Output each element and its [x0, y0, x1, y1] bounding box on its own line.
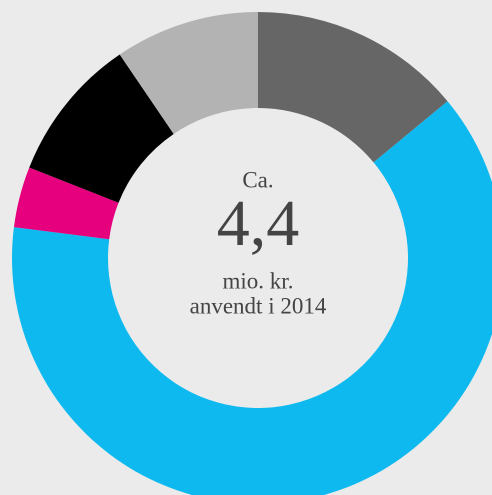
donut-segment [13, 167, 119, 240]
donut-segment [258, 12, 448, 163]
donut-segment [29, 54, 174, 203]
center-label: anvendt i 2014 [190, 293, 327, 318]
donut [12, 12, 492, 495]
center-label: Ca. [242, 167, 273, 192]
donut-segment [12, 101, 492, 495]
donut-segment [119, 12, 259, 134]
center-label: mio. kr. [223, 268, 294, 293]
center-value: 4,4 [217, 187, 300, 260]
